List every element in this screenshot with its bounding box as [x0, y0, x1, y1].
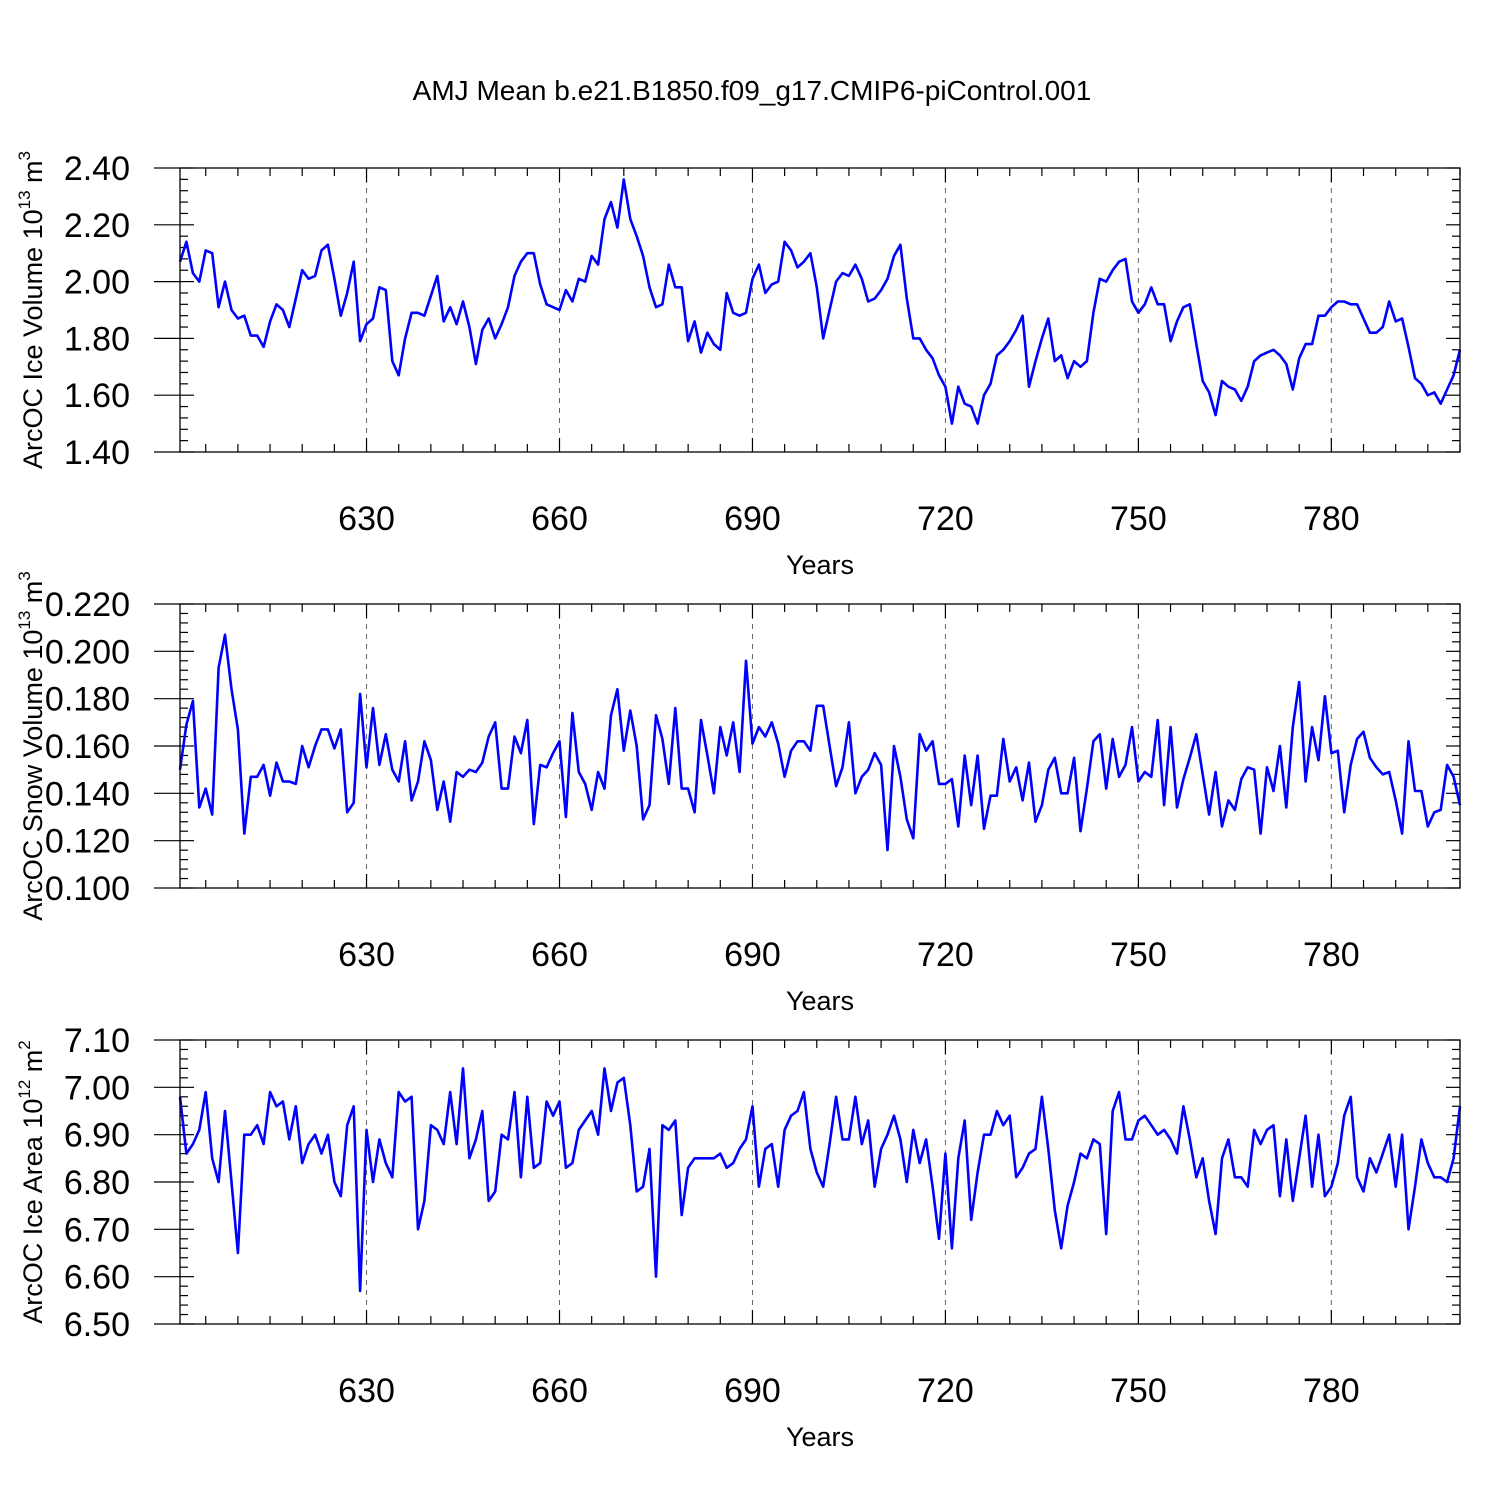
x-tick-label: 660: [531, 1372, 588, 1410]
y-tick-label: 1.60: [64, 377, 130, 415]
x-tick-label: 660: [531, 500, 588, 538]
y-tick-label: 0.220: [45, 586, 130, 624]
series-line: [178, 1067, 1462, 1293]
y-axis-label-exponent: 13: [15, 611, 34, 630]
plot-frame: [179, 1039, 1461, 1325]
y-tick-label: 6.50: [64, 1306, 130, 1344]
x-tick-label: 690: [724, 1372, 781, 1410]
x-tick-label: 690: [724, 500, 781, 538]
y-tick-label: 0.140: [45, 775, 130, 813]
panels-container: 1.40 1.60 1.80 2.00 2.20 2.40 630 660 690 720 750 7…: [15, 150, 1462, 1452]
y-axis-label-text: ArcOC Ice Volume 10: [18, 209, 48, 469]
x-tick-label: 780: [1303, 1372, 1360, 1410]
y-axis-label-unit: m: [18, 581, 48, 611]
y-axis-label: ArcOC Ice Volume 1013 m3: [15, 151, 48, 469]
y-axis-label-exponent: 12: [15, 1080, 34, 1099]
x-tick-label: 660: [531, 936, 588, 974]
panel-1: 1.40 1.60 1.80 2.00 2.20 2.40 630 660 690 720 750 7…: [15, 150, 1462, 580]
y-axis-label-unit: m: [18, 160, 48, 190]
y-axis-label-unit: m: [18, 1050, 48, 1080]
y-tick-label: 0.120: [45, 823, 130, 861]
x-tick-label: 720: [917, 936, 974, 974]
y-tick-label: 7.10: [64, 1022, 130, 1060]
y-tick-label: 2.40: [64, 150, 130, 188]
y-tick-label: 0.200: [45, 633, 130, 671]
x-axis-label: Years: [786, 986, 854, 1016]
panel-3: 6.50 6.60 6.70 6.80 6.90 7.00 7.10 630 660 690 720…: [15, 1022, 1462, 1452]
y-tick-label: 0.160: [45, 728, 130, 766]
plot-frame: [179, 603, 1461, 889]
x-tick-label: 780: [1303, 936, 1360, 974]
y-tick-label: 6.80: [64, 1164, 130, 1202]
x-tick-label: 720: [917, 1372, 974, 1410]
y-axis-label-exponent: 13: [15, 190, 34, 209]
y-tick-label: 6.60: [64, 1259, 130, 1297]
panel-2: 0.100 0.120 0.140 0.160 0.180 0.200 0.220 630 66…: [15, 571, 1462, 1016]
y-tick-label: 6.90: [64, 1117, 130, 1155]
x-tick-label: 750: [1110, 500, 1167, 538]
x-tick-label: 720: [917, 500, 974, 538]
y-tick-label: 6.70: [64, 1211, 130, 1249]
x-axis-label: Years: [786, 550, 854, 580]
y-tick-label: 1.80: [64, 320, 130, 358]
y-axis-label: ArcOC Snow Volume 1013 m3: [15, 571, 48, 921]
x-tick-label: 630: [338, 500, 395, 538]
y-axis-label-unit-exponent: 2: [15, 1040, 34, 1049]
y-tick-label: 0.180: [45, 681, 130, 719]
y-axis-label-unit-exponent: 3: [15, 571, 34, 580]
plot-frame: [179, 167, 1461, 453]
x-tick-label: 630: [338, 1372, 395, 1410]
figure-title: AMJ Mean b.e21.B1850.f09_g17.CMIP6-piCon…: [413, 75, 1092, 106]
x-tick-label: 690: [724, 936, 781, 974]
y-axis-label-unit-exponent: 3: [15, 151, 34, 160]
y-tick-label: 1.40: [64, 434, 130, 472]
x-tick-label: 750: [1110, 936, 1167, 974]
y-axis-label-text: ArcOC Ice Area 10: [18, 1099, 48, 1324]
x-axis-label: Years: [786, 1422, 854, 1452]
x-tick-label: 750: [1110, 1372, 1167, 1410]
y-tick-label: 0.100: [45, 870, 130, 908]
series-line: [178, 178, 1462, 425]
y-tick-label: 7.00: [64, 1069, 130, 1107]
y-tick-label: 2.20: [64, 207, 130, 245]
x-tick-label: 630: [338, 936, 395, 974]
y-tick-label: 2.00: [64, 264, 130, 302]
x-tick-label: 780: [1303, 500, 1360, 538]
y-axis-label-text: ArcOC Snow Volume 10: [18, 630, 48, 921]
series-line: [178, 633, 1462, 852]
y-axis-label: ArcOC Ice Area 1012 m2: [15, 1040, 48, 1324]
